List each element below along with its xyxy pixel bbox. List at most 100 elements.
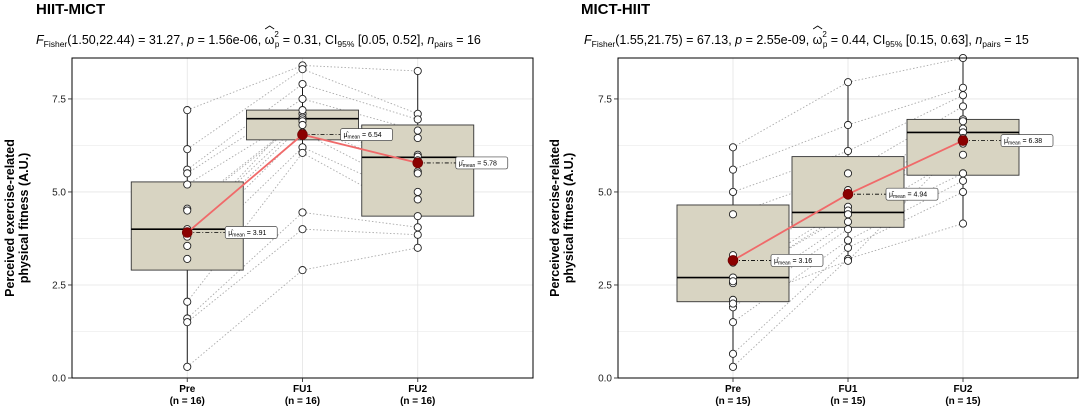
paired-line [186, 83, 303, 170]
subtitle-part: F [36, 33, 45, 47]
subtitle-part: pairs [982, 39, 1000, 49]
subtitle-part: 95% [885, 39, 902, 49]
data-point [298, 65, 307, 74]
data-point [843, 236, 853, 245]
y-axis-label-line2: physical fitness (A.U.) [17, 153, 31, 284]
data-point [958, 102, 968, 111]
mean-label: μ̂mean = 4.94 [889, 192, 927, 201]
paired-line [732, 81, 849, 148]
paired-line [732, 124, 849, 171]
x-axis: Pre(n = 16)FU1(n = 16)FU2(n = 16) [170, 378, 435, 407]
mean-label-value: 3.91 [253, 230, 267, 237]
data-point [843, 217, 853, 226]
data-point [843, 256, 853, 265]
subtitle-part: ω [265, 33, 275, 47]
subtitle-part: p [823, 40, 828, 49]
mean-point [727, 255, 739, 266]
data-point [298, 225, 307, 234]
mean-label-eq: = [245, 230, 253, 237]
data-point [298, 208, 307, 217]
x-category-label: FU2 [408, 384, 427, 395]
paired-line [186, 269, 303, 368]
data-point [843, 78, 853, 87]
y-axis: 0.0 2.5 5.0 7.5 [52, 94, 72, 385]
paired-line [186, 132, 303, 247]
subtitle-part: = 0.44, CI [827, 33, 885, 47]
mean-label-eq: = [906, 192, 914, 199]
paired-line [732, 239, 849, 323]
paired-line [186, 146, 303, 260]
data-point [958, 117, 968, 126]
subtitle-part: 2 [822, 30, 827, 39]
y-axis-label: Perceived exercise-relatedphysical fitne… [548, 139, 576, 297]
subtitle-part: (1.50,22.44) = 31.27, [67, 33, 187, 47]
data-point [728, 210, 738, 219]
data-point [413, 169, 422, 178]
data-point [843, 243, 853, 252]
data-point [958, 219, 968, 228]
mean-label-eq: = [475, 160, 483, 167]
mean-label-sub: mean [348, 135, 361, 141]
data-point [183, 318, 192, 327]
paired-line [732, 247, 849, 355]
subtitle-part: = 16 [453, 33, 481, 47]
data-point [843, 225, 853, 234]
subtitle-part: Fisher [44, 39, 68, 49]
y-tick-label: 7.5 [52, 94, 66, 105]
mean-label: μ̂mean = 3.91 [228, 230, 266, 239]
data-point [183, 297, 192, 306]
paired-line [302, 83, 418, 120]
subtitle-part: p [186, 33, 194, 47]
x-category-n: (n = 15) [715, 396, 750, 407]
data-point [413, 230, 422, 239]
x-category-label: Pre [725, 384, 742, 395]
mean-label-box [455, 156, 509, 170]
data-point [413, 187, 422, 197]
mean-point [842, 188, 854, 200]
data-point [728, 299, 738, 308]
data-point [413, 115, 422, 124]
data-point [958, 150, 968, 159]
mean-label-box [1000, 134, 1054, 147]
mean-label-eq: = [360, 132, 368, 139]
chart-title: HIIT-MICT [36, 1, 105, 18]
paired-line [302, 132, 418, 193]
paired-line [847, 87, 964, 126]
paired-line [186, 228, 303, 323]
x-category-n: (n = 16) [170, 396, 205, 407]
data-point [843, 146, 853, 156]
paired-line [187, 65, 303, 111]
data-point [183, 241, 192, 250]
mean-point [181, 227, 193, 238]
subtitle-part: F [584, 33, 593, 47]
data-point [728, 318, 738, 327]
x-category-n: (n = 16) [285, 396, 320, 407]
data-point [728, 349, 738, 358]
mean-label-value: 6.38 [1029, 138, 1043, 145]
y-tick-label: 0.0 [52, 374, 66, 385]
y-tick-label: 5.0 [52, 187, 66, 198]
y-tick-label: 7.5 [598, 94, 612, 105]
mean-labels: μ̂mean = 3.91μ̂mean = 6.54μ̂mean = 5.78 [187, 128, 509, 239]
mean-label-value: 6.54 [368, 132, 382, 139]
data-point [413, 126, 422, 135]
mean-point [412, 157, 424, 169]
y-tick-label: 2.5 [598, 280, 612, 291]
data-point [298, 120, 307, 130]
subtitle-part: ω [813, 33, 823, 47]
mean-label-value: 3.16 [799, 258, 813, 265]
omega-hat [264, 25, 275, 30]
y-axis-label-line1: Perceived exercise-related [3, 139, 17, 297]
subtitle-part: n [427, 33, 434, 47]
data-point [958, 91, 968, 100]
data-point [413, 212, 422, 221]
subtitle-part: 2 [274, 30, 279, 39]
data-point [298, 106, 307, 115]
paired-line [186, 124, 303, 237]
paired-line [847, 180, 964, 241]
omega-hat [812, 25, 823, 30]
mean-label-box [885, 187, 939, 201]
chart-panel-1: HIIT-MICT FFisher(1.50,22.44) = 31.27, p … [3, 1, 534, 407]
mean-label-value: 5.78 [483, 160, 497, 167]
mean-point [957, 135, 969, 146]
